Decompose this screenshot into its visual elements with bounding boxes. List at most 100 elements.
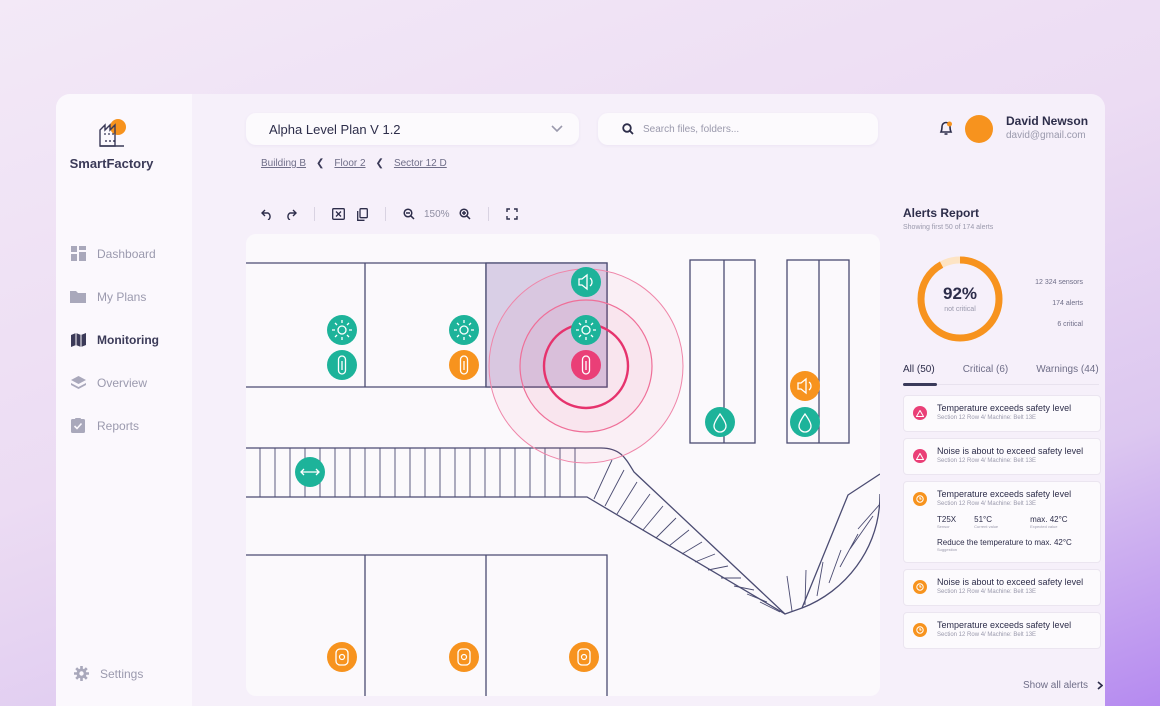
warning-triangle-icon [913,406,927,420]
zoom-level: 150% [424,208,450,220]
settings-button[interactable]: Settings [74,666,143,681]
floor-plan-canvas[interactable] [246,234,880,696]
tab-divider [903,384,1099,385]
alert-stats: 12 324 sensors 174 alerts 6 critical [1013,272,1083,335]
sensor-humidity-2[interactable] [790,407,820,437]
sensor-light-3[interactable] [571,315,601,345]
percent-value: 92% [942,284,978,303]
clock-icon [913,623,927,637]
tab-critical[interactable]: Critical (6) [962,364,1009,375]
sensor-conveyor-speed[interactable] [295,457,325,487]
fullscreen-icon[interactable] [505,207,519,221]
alerts-title: Alerts Report [903,206,980,220]
metric-current: 51°C Current value [974,515,998,529]
alert-title: Temperature exceeds safety level [937,620,1072,630]
sensor-vibration-3[interactable] [569,642,599,672]
sensor-noise-1[interactable] [571,267,601,297]
sensor-noise-2[interactable] [790,371,820,401]
alert-title: Temperature exceeds safety level [937,403,1072,413]
alert-location: Section 12 Row 4/ Machine: Belt 13E [937,415,1037,421]
breadcrumb-building[interactable]: Building B [261,158,307,169]
sidebar-item-label: Overview [97,375,148,390]
settings-label: Settings [100,666,144,681]
sidebar-item-label: My Plans [97,289,147,304]
clock-icon [913,580,927,594]
sidebar-item-my-plans[interactable]: My Plans [70,275,159,318]
zoom-out-icon[interactable] [402,207,416,221]
tab-all[interactable]: All (50) [903,364,935,375]
chevron-down-icon [551,125,563,133]
sensor-light-2[interactable] [449,315,479,345]
sidebar-item-overview[interactable]: Overview [70,361,159,404]
metric-value: 51°C [974,515,992,524]
alert-item-expanded[interactable]: Temperature exceeds safety level Section… [903,481,1101,563]
stat-critical: 6 critical [1057,321,1083,328]
metric-label: Current value [974,524,999,529]
alert-location: Section 12 Row 4/ Machine: Belt 13E [937,458,1037,464]
sensor-temperature-1[interactable] [327,350,357,380]
chevron-right-icon [1097,681,1104,690]
sensor-vibration-1[interactable] [327,642,357,672]
search-input[interactable] [643,123,843,135]
alert-item[interactable]: Noise is about to exceed safety level Se… [903,438,1101,475]
alerts-report-panel: Alerts Report Showing first 50 of 174 al… [903,206,1103,649]
toolbar-divider [487,207,489,221]
breadcrumb-floor[interactable]: Floor 2 [334,158,366,169]
brand-logo: SmartFactory [56,116,167,171]
layers-icon [70,375,86,391]
sensor-temperature-2[interactable] [449,350,479,380]
sidebar-nav: Dashboard My Plans Monitoring Overview [70,232,159,447]
sidebar-item-reports[interactable]: Reports [70,404,159,447]
alert-title: Temperature exceeds safety level [937,489,1072,499]
redo-icon[interactable] [284,207,298,221]
tab-warnings[interactable]: Warnings (44) [1036,364,1099,375]
alert-item[interactable]: Temperature exceeds safety level Section… [903,395,1101,432]
copy-icon[interactable] [355,207,369,221]
alert-tabs: All (50) Critical (6) Warnings (44) [903,364,1103,375]
metric-value: max. 42°C [1030,515,1068,524]
zoom-in-icon[interactable] [458,207,472,221]
sensor-light-1[interactable] [327,315,357,345]
sensor-temperature-critical[interactable] [571,350,601,380]
notification-bell-icon[interactable] [939,121,953,141]
sensor-humidity-1[interactable] [705,407,735,437]
breadcrumb-sector[interactable]: Sector 12 D [393,158,447,169]
chevron-left-icon: ❮ [375,158,384,169]
metric-label: Sensor [937,524,950,529]
plan-toolbar: 150% [260,207,519,221]
gear-icon [74,666,89,681]
sidebar: SmartFactory Dashboard My Plans Monitori… [56,94,192,706]
delete-box-icon[interactable] [331,207,345,221]
user-email: david@gmail.com [1006,130,1086,141]
sidebar-item-label: Reports [97,418,140,433]
toolbar-divider [385,207,386,221]
factory-icon [98,119,126,147]
active-tab-indicator [903,383,937,386]
show-all-alerts-link[interactable]: Show all alerts [1023,680,1104,691]
sidebar-item-label: Monitoring [97,332,159,347]
plan-select[interactable]: Alpha Level Plan V 1.2 [246,113,579,145]
map-icon [70,332,86,348]
alert-location: Section 12 Row 4/ Machine: Belt 13E [937,632,1037,638]
warning-triangle-icon [913,449,927,463]
search-box[interactable] [598,113,878,145]
user-panel: David Newson david@gmail.com [939,114,1088,143]
alert-item[interactable]: Temperature exceeds safety level Section… [903,612,1101,649]
breadcrumb: Building B ❮ Floor 2 ❮ Sector 12 D [261,158,447,169]
alert-item[interactable]: Noise is about to exceed safety level Se… [903,569,1101,606]
stat-alerts: 174 alerts [1052,300,1083,307]
stat-sensors: 12 324 sensors [1035,279,1083,286]
alert-location: Section 12 Row 4/ Machine: Belt 13E [937,501,1037,507]
sidebar-item-monitoring[interactable]: Monitoring [70,318,159,361]
sensor-vibration-2[interactable] [449,642,479,672]
alerts-subtitle: Showing first 50 of 174 alerts [903,224,994,231]
sidebar-item-dashboard[interactable]: Dashboard [70,232,159,275]
search-icon [622,123,634,135]
folder-icon [70,289,86,305]
avatar[interactable] [965,115,993,143]
show-all-label: Show all alerts [1023,680,1089,691]
metric-label: Expected value [1030,524,1058,529]
alert-title: Noise is about to exceed safety level [937,446,1084,456]
undo-icon[interactable] [260,207,274,221]
alert-location: Section 12 Row 4/ Machine: Belt 13E [937,589,1037,595]
